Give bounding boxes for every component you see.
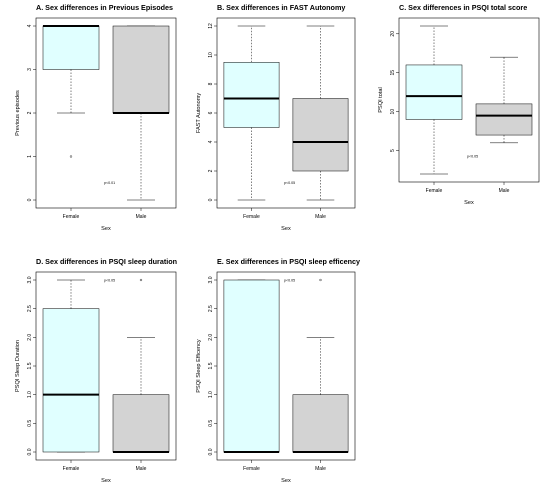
outlier-point: [319, 278, 322, 282]
iqr-box: [112, 25, 170, 114]
y-tick-label: 12: [208, 23, 214, 29]
y-tick-label: 4: [27, 24, 33, 27]
y-tick-label: 3.0: [27, 276, 33, 283]
y-tick-label: 1: [27, 155, 33, 158]
box-female: [42, 25, 100, 158]
outlier-point: [139, 278, 143, 282]
x-axis-label: Sex: [101, 226, 111, 232]
y-tick-label: 0.0: [208, 448, 214, 455]
outlier-point: [69, 155, 73, 158]
y-tick-label: 2: [27, 111, 33, 114]
x-axis-label: Sex: [281, 226, 291, 232]
y-tick-label: 3.0: [208, 276, 214, 283]
y-axis-label: FAST Autonomy: [196, 93, 202, 134]
chart-panel: A. Sex differences in Previous Episodes 0…: [15, 3, 177, 232]
chart-panel: C. Sex differences in PSQI total score 5 1…: [378, 3, 540, 206]
chart-panel: D. Sex differences in PSQI sleep duratio…: [15, 257, 177, 484]
y-tick-label: 1.5: [208, 362, 214, 369]
x-tick-label: Male: [315, 466, 326, 472]
iqr-box: [405, 64, 463, 120]
box-female: [42, 279, 100, 453]
iqr-box: [292, 394, 349, 453]
p-value-annotation: p<0.01: [104, 181, 115, 185]
box-male: [292, 278, 349, 453]
x-tick-label: Female: [63, 466, 80, 472]
y-tick-label: 10: [208, 52, 214, 58]
y-tick-label: 0.5: [27, 420, 33, 427]
iqr-box: [475, 103, 533, 136]
chart-title: C. Sex differences in PSQI total score: [399, 3, 527, 12]
y-tick-label: 2: [208, 169, 214, 172]
box-male: [112, 278, 170, 453]
plot-frame: [398, 17, 540, 183]
chart-title: E. Sex differences in PSQI sleep efficen…: [217, 257, 360, 266]
x-axis-label: Sex: [101, 478, 111, 484]
x-tick-label: Male: [136, 466, 147, 472]
y-axis-label: Previous episodes: [15, 90, 21, 136]
box-male: [292, 25, 349, 201]
y-tick-label: 4: [208, 140, 214, 143]
iqr-box: [223, 279, 280, 453]
y-tick-label: 15: [390, 70, 396, 76]
chart-panel: B. Sex differences in FAST Autonomy 0 2 4 6 8…: [196, 3, 356, 232]
y-tick-label: 0: [27, 198, 33, 201]
y-tick-label: 0.5: [208, 420, 214, 427]
box-female: [405, 25, 463, 175]
iqr-box: [112, 394, 170, 453]
y-tick-label: 3: [27, 68, 33, 71]
y-tick-label: 8: [208, 82, 214, 85]
iqr-box: [42, 25, 100, 70]
x-tick-label: Male: [136, 214, 147, 220]
chart-title: D. Sex differences in PSQI sleep duratio…: [36, 257, 177, 266]
chart-title: A. Sex differences in Previous Episodes: [36, 3, 173, 12]
y-tick-label: 2.5: [27, 305, 33, 312]
iqr-box: [223, 62, 280, 128]
p-value-annotation: p<0.05: [284, 181, 295, 185]
y-tick-label: 2.0: [208, 334, 214, 341]
y-tick-label: 0.0: [27, 448, 33, 455]
x-tick-label: Male: [499, 188, 510, 194]
x-tick-label: Female: [63, 214, 80, 220]
chart-panel: E. Sex differences in PSQI sleep efficen…: [196, 257, 360, 484]
box-female: [223, 279, 280, 453]
x-tick-label: Female: [243, 214, 260, 220]
y-tick-label: 1.0: [27, 391, 33, 398]
y-tick-label: 0: [208, 198, 214, 201]
y-tick-label: 20: [390, 31, 396, 37]
y-axis-label: PSQI Sleep Efficency: [196, 339, 202, 393]
chart-title: B. Sex differences in FAST Autonomy: [217, 3, 345, 12]
box-female: [223, 25, 280, 201]
x-tick-label: Male: [315, 214, 326, 220]
box-male: [475, 56, 533, 144]
p-value-annotation: p<0.05: [467, 155, 478, 159]
p-value-annotation: p<0.05: [104, 279, 115, 283]
x-tick-label: Female: [243, 466, 260, 472]
y-tick-label: 6: [208, 111, 214, 114]
y-tick-label: 1.5: [27, 362, 33, 369]
x-axis-label: Sex: [464, 200, 474, 206]
y-tick-label: 2.5: [208, 305, 214, 312]
x-tick-label: Female: [426, 188, 443, 194]
y-axis-label: PSQI Sleep Duration: [15, 340, 21, 392]
y-axis-label: PSQI total: [378, 87, 384, 113]
y-tick-label: 10: [390, 109, 396, 115]
y-tick-label: 5: [390, 149, 396, 152]
y-tick-label: 1.0: [208, 391, 214, 398]
iqr-box: [42, 308, 100, 453]
y-tick-label: 2.0: [27, 334, 33, 341]
box-male: [112, 25, 170, 201]
iqr-box: [292, 98, 349, 172]
x-axis-label: Sex: [281, 478, 291, 484]
p-value-annotation: p<0.05: [284, 279, 295, 283]
